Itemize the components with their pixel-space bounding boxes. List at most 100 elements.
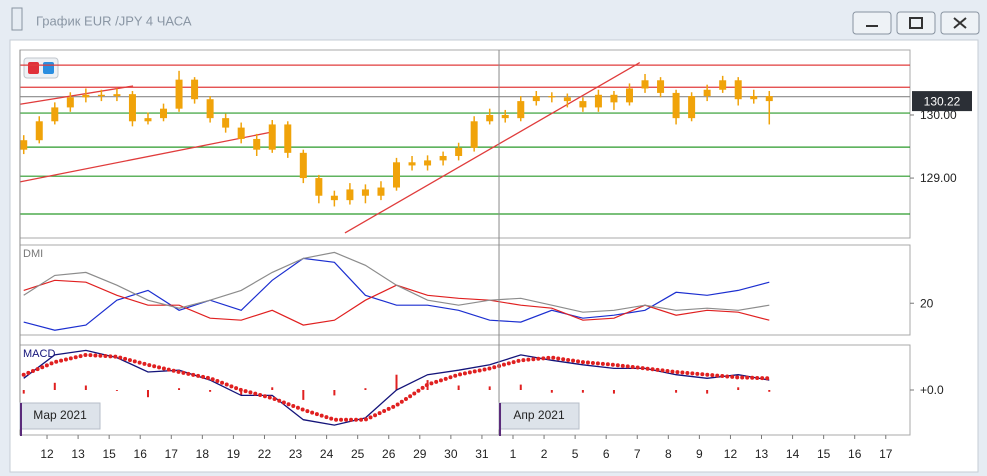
trend-line [19, 85, 134, 105]
x-tick-label: 22 [258, 447, 272, 461]
candle-body [222, 118, 230, 128]
y-tick-label: 130.00 [920, 108, 957, 122]
x-tick-label: 1 [510, 447, 517, 461]
histogram-bar [457, 385, 460, 390]
maximize-glyph [909, 17, 923, 29]
histogram-bar [22, 390, 25, 394]
y-tick-label: 129.00 [920, 171, 957, 185]
candle-body [299, 152, 307, 179]
panel-label: DMI [23, 248, 43, 260]
month-label: Апр 2021 [513, 408, 565, 422]
x-tick-label: 16 [134, 447, 148, 461]
candle-body [501, 114, 509, 119]
candle-body [284, 124, 292, 153]
window-icon [11, 7, 23, 31]
x-tick-label: 7 [634, 447, 641, 461]
macd-panel [19, 344, 911, 436]
histogram-bar [302, 390, 305, 400]
x-tick-label: 26 [382, 447, 396, 461]
candle-body [82, 94, 90, 98]
candle-body [625, 88, 633, 103]
candle-body [315, 178, 323, 196]
window-title: График EUR /JPY 4 ЧАСА [36, 13, 192, 28]
last-price-badge [912, 91, 972, 112]
candle-body [517, 101, 525, 119]
candle-body [206, 99, 214, 119]
candle-body [361, 189, 369, 196]
histogram-bar [675, 390, 678, 393]
candle-body [237, 127, 245, 139]
x-tick-label: 29 [413, 447, 427, 461]
candle-body [532, 96, 540, 102]
candle-body [393, 162, 401, 188]
candle-body [594, 94, 602, 108]
histogram-bar [364, 388, 367, 390]
histogram-bar [53, 382, 56, 390]
trend-line [344, 62, 641, 234]
histogram-bar [488, 386, 491, 390]
candle-body [20, 140, 28, 150]
x-tick-label: 25 [351, 447, 365, 461]
macd-line [23, 349, 770, 426]
candle-body [377, 187, 385, 196]
x-tick-label: 23 [289, 447, 303, 461]
color-swatch [43, 62, 54, 74]
signal-line [21, 352, 772, 422]
candle-body [424, 160, 432, 166]
histogram-bar [115, 390, 118, 391]
histogram-bar [178, 388, 181, 390]
candle-body [408, 162, 416, 166]
x-tick-label: 16 [848, 447, 862, 461]
month-box [19, 402, 101, 430]
panel-label: MACD [23, 348, 55, 360]
minimize-button[interactable] [852, 11, 892, 35]
candle-body [175, 79, 183, 109]
histogram-bar [581, 390, 584, 393]
x-tick-label: 17 [165, 447, 179, 461]
month-label: Мар 2021 [33, 408, 87, 422]
candle-body [144, 118, 152, 122]
y-tick-label: +0.0 [920, 383, 944, 397]
histogram-bar [519, 384, 522, 390]
maximize-button[interactable] [896, 11, 936, 35]
x-tick-label: 30 [444, 447, 458, 461]
x-tick-label: 15 [817, 447, 831, 461]
candle-body [750, 96, 758, 100]
candle-body [486, 114, 494, 122]
candle-body [330, 195, 338, 201]
histogram-bar [768, 390, 771, 392]
candle-body [128, 94, 136, 122]
x-tick-label: 13 [755, 447, 769, 461]
x-tick-label: 12 [724, 447, 738, 461]
candle-body [346, 189, 354, 201]
histogram-bar [240, 390, 243, 396]
candle-body [51, 107, 59, 122]
x-tick-label: 6 [603, 447, 610, 461]
histogram-bar [333, 390, 336, 396]
candle-body [719, 80, 727, 90]
histogram-bar [737, 387, 740, 390]
price-panel [19, 49, 911, 239]
candle-body [160, 108, 168, 119]
candle-body [548, 96, 556, 98]
x-tick-label: 5 [572, 447, 579, 461]
histogram-bar [209, 390, 212, 392]
candle-body [579, 101, 587, 108]
candle-body [610, 94, 618, 103]
histogram-bar [706, 390, 709, 394]
candle-body [455, 147, 463, 156]
candle-body [253, 138, 261, 150]
x-tick-label: 17 [879, 447, 893, 461]
candle-body [470, 121, 478, 148]
trend-line [19, 131, 273, 183]
x-tick-label: 15 [102, 447, 116, 461]
x-tick-label: 2 [541, 447, 548, 461]
candle-body [734, 80, 742, 100]
candle-body [563, 97, 571, 102]
candle-body [35, 121, 43, 141]
candle-body [657, 80, 665, 93]
close-glyph [953, 17, 967, 29]
candle-body [672, 92, 680, 119]
